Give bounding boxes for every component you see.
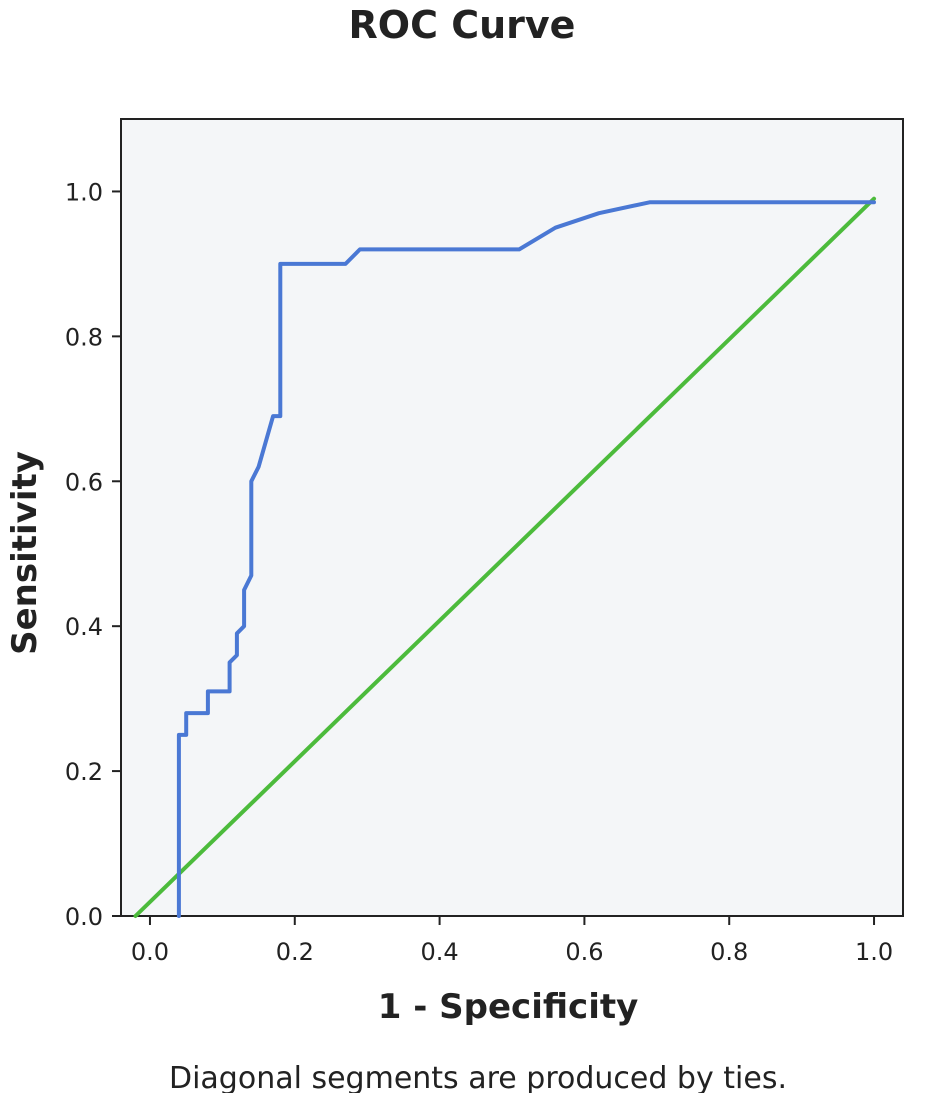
x-axis-label: 1 - Specificity <box>378 987 639 1027</box>
x-tick-label: 0.8 <box>710 938 748 966</box>
y-tick-label: 0.8 <box>65 323 103 351</box>
y-tick-label: 0.0 <box>65 903 103 931</box>
x-axis: 0.0 0.2 0.4 0.6 0.8 1.0 <box>131 916 893 966</box>
x-tick-label: 0.2 <box>276 938 314 966</box>
x-tick-label: 0.4 <box>421 938 459 966</box>
plot-area <box>120 118 904 917</box>
roc-curve-line <box>176 200 876 918</box>
y-tick-label: 0.2 <box>65 758 103 786</box>
y-tick-label: 0.4 <box>65 613 103 641</box>
chart-title: ROC Curve <box>349 3 576 47</box>
x-tick-label: 0.6 <box>565 938 603 966</box>
y-tick-label: 1.0 <box>65 178 103 206</box>
x-tick-label: 1.0 <box>855 938 893 966</box>
chart-footnote: Diagonal segments are produced by ties. <box>169 1061 787 1093</box>
series-layer <box>133 196 876 918</box>
reference-line <box>133 196 876 918</box>
y-axis-label: Sensitivity <box>5 451 45 655</box>
x-tick-label: 0.0 <box>131 938 169 966</box>
y-axis: 0.0 0.2 0.4 0.6 0.8 1.0 <box>65 178 121 931</box>
y-tick-label: 0.6 <box>65 468 103 496</box>
